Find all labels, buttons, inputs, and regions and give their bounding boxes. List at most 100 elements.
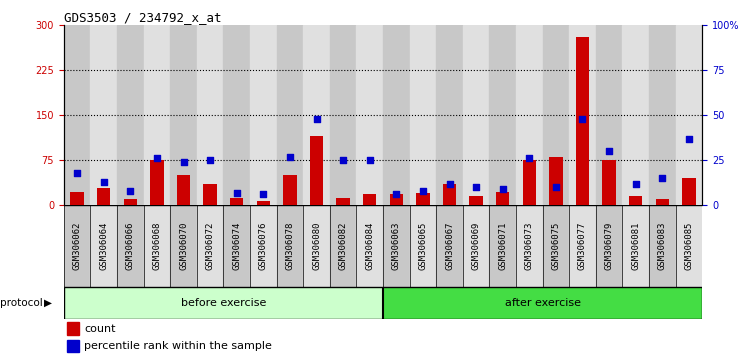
Point — [337, 157, 349, 163]
Bar — [602, 160, 616, 205]
Text: GSM306079: GSM306079 — [605, 222, 614, 270]
Bar — [490, 205, 516, 287]
Text: GSM306067: GSM306067 — [445, 222, 454, 270]
Bar — [124, 199, 137, 205]
Bar — [276, 205, 303, 287]
Text: count: count — [84, 324, 116, 333]
Point — [177, 159, 189, 165]
Bar — [383, 287, 702, 319]
Point — [98, 179, 110, 185]
Bar — [250, 205, 276, 287]
Point — [603, 148, 615, 154]
Bar — [224, 205, 250, 287]
Point — [444, 181, 456, 187]
Text: GDS3503 / 234792_x_at: GDS3503 / 234792_x_at — [64, 11, 222, 24]
Bar — [64, 25, 90, 205]
Point — [417, 188, 429, 194]
Text: GSM306066: GSM306066 — [126, 222, 135, 270]
Bar — [463, 25, 490, 205]
Point — [523, 155, 535, 161]
Bar — [390, 194, 403, 205]
Text: GSM306084: GSM306084 — [365, 222, 374, 270]
Bar — [569, 205, 596, 287]
Bar — [416, 193, 430, 205]
Point — [577, 116, 589, 121]
Bar — [90, 205, 117, 287]
Point — [125, 188, 137, 194]
Point — [363, 157, 376, 163]
Text: ▶: ▶ — [44, 298, 53, 308]
Bar — [523, 160, 536, 205]
Bar — [224, 25, 250, 205]
Bar — [71, 192, 84, 205]
Text: GSM306076: GSM306076 — [259, 222, 268, 270]
Bar — [90, 25, 117, 205]
Bar — [117, 205, 143, 287]
Text: protocol: protocol — [0, 298, 43, 308]
Bar — [676, 25, 702, 205]
Bar — [67, 340, 79, 352]
Point — [204, 157, 216, 163]
Text: GSM306063: GSM306063 — [392, 222, 401, 270]
Bar — [283, 175, 297, 205]
Point — [496, 186, 508, 192]
Text: GSM306085: GSM306085 — [684, 222, 693, 270]
Bar — [150, 160, 164, 205]
Text: GSM306074: GSM306074 — [232, 222, 241, 270]
Text: GSM306069: GSM306069 — [472, 222, 481, 270]
Text: GSM306081: GSM306081 — [631, 222, 640, 270]
Bar — [576, 37, 589, 205]
Bar — [64, 205, 90, 287]
Bar — [204, 184, 217, 205]
Bar — [596, 205, 623, 287]
Bar — [67, 322, 79, 335]
Text: GSM306083: GSM306083 — [658, 222, 667, 270]
Point — [151, 155, 163, 161]
Bar — [357, 25, 383, 205]
Bar — [336, 198, 350, 205]
Bar — [409, 205, 436, 287]
Bar — [623, 205, 649, 287]
Text: GSM306070: GSM306070 — [179, 222, 188, 270]
Text: GSM306065: GSM306065 — [418, 222, 427, 270]
Bar — [330, 25, 357, 205]
Bar — [436, 25, 463, 205]
Point — [683, 136, 695, 141]
Point — [284, 154, 296, 159]
Point — [550, 184, 562, 190]
Text: GSM306075: GSM306075 — [551, 222, 560, 270]
Bar — [97, 188, 110, 205]
Bar — [490, 25, 516, 205]
Bar — [436, 205, 463, 287]
Point — [391, 192, 403, 197]
Text: GSM306080: GSM306080 — [312, 222, 321, 270]
Bar — [656, 199, 669, 205]
Bar — [197, 25, 224, 205]
Bar — [649, 25, 676, 205]
Bar — [496, 192, 509, 205]
Bar — [330, 205, 357, 287]
Bar — [250, 25, 276, 205]
Point — [629, 181, 641, 187]
Text: GSM306077: GSM306077 — [578, 222, 587, 270]
Text: GSM306073: GSM306073 — [525, 222, 534, 270]
Bar — [197, 205, 224, 287]
Bar — [676, 205, 702, 287]
Bar — [543, 205, 569, 287]
Bar — [629, 196, 642, 205]
Text: GSM306062: GSM306062 — [73, 222, 82, 270]
Bar — [363, 194, 376, 205]
Bar — [143, 205, 170, 287]
Bar — [516, 25, 543, 205]
Point — [258, 192, 270, 197]
Bar — [257, 201, 270, 205]
Text: after exercise: after exercise — [505, 298, 581, 308]
Bar — [682, 178, 695, 205]
Text: GSM306071: GSM306071 — [498, 222, 507, 270]
Bar — [170, 205, 197, 287]
Text: percentile rank within the sample: percentile rank within the sample — [84, 341, 272, 351]
Bar — [409, 25, 436, 205]
Text: GSM306082: GSM306082 — [339, 222, 348, 270]
Text: GSM306064: GSM306064 — [99, 222, 108, 270]
Bar — [357, 205, 383, 287]
